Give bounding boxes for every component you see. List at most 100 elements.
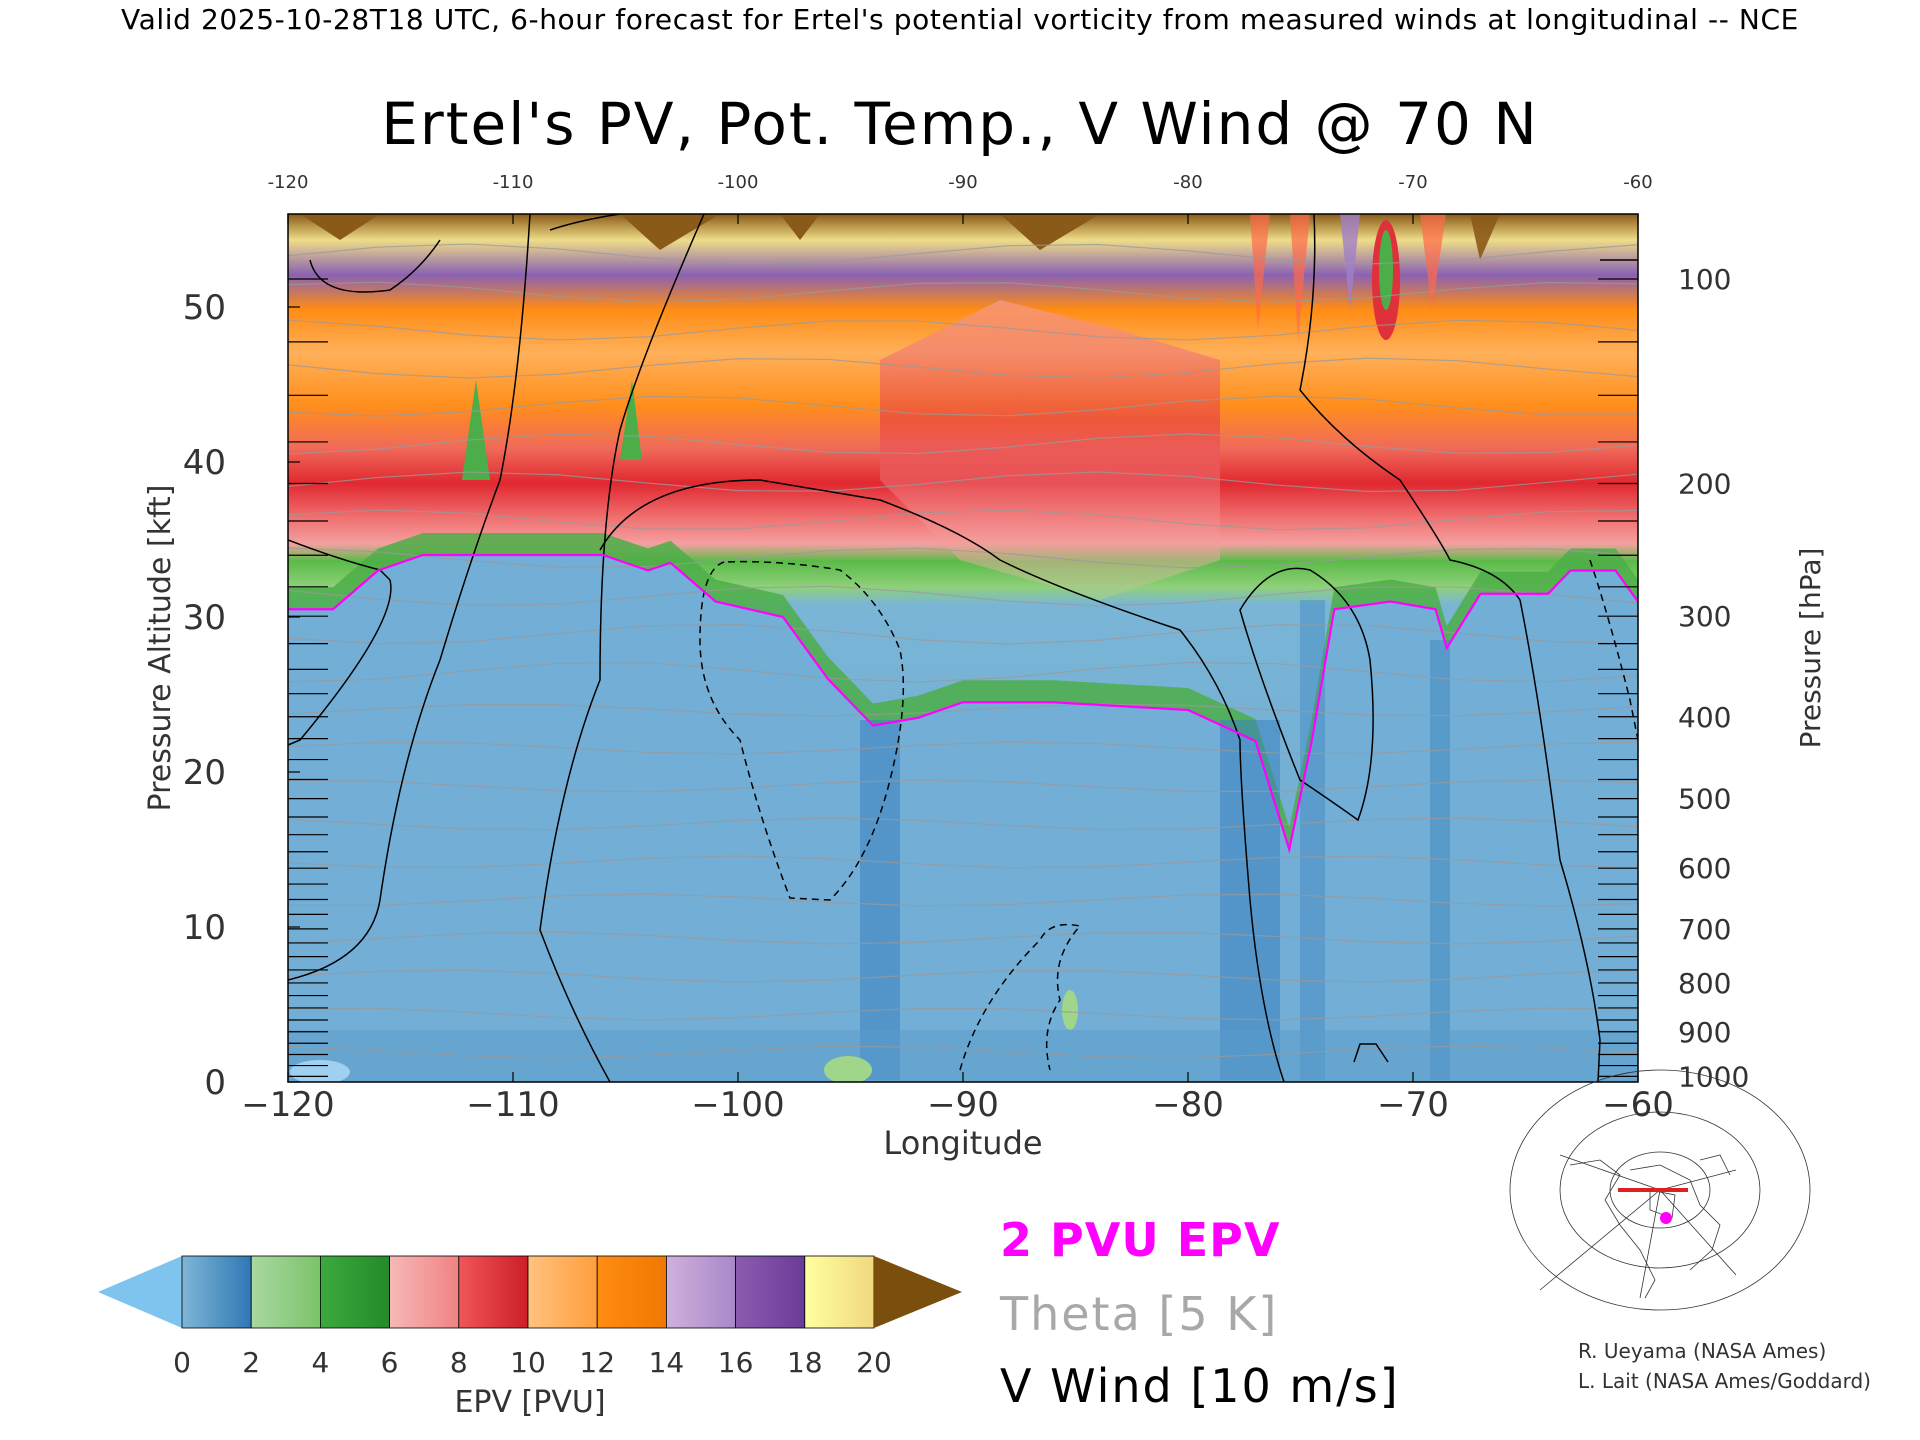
y-tick-label: 0 xyxy=(204,1063,226,1103)
colorbar-segment xyxy=(735,1255,806,1329)
colorbar-tick-label: 0 xyxy=(173,1346,191,1379)
pressure-axis: 100 200 300 400 500 600 700 800 900 1000 xyxy=(1678,263,1749,1093)
colorbar-segment xyxy=(250,1255,321,1329)
theta-contour xyxy=(288,585,1638,607)
y-axis: 0 10 20 30 40 50 xyxy=(183,288,300,1103)
colorbar-segment xyxy=(527,1255,598,1329)
troposphere-fill xyxy=(288,555,1638,1082)
x-top-tick-label: -90 xyxy=(948,172,977,193)
colorbar-tick-label: 16 xyxy=(718,1346,754,1379)
theta-contour xyxy=(288,395,1638,417)
y2-axis-label: Pressure [hPa] xyxy=(1794,548,1827,749)
colorbar: 0 2 4 6 8 10 12 14 16 18 20 EPV [PVU] xyxy=(98,1255,962,1420)
theta-contour xyxy=(288,969,1638,983)
x-top-tick-label: -110 xyxy=(493,172,534,193)
colorbar-tick-label: 2 xyxy=(242,1346,260,1379)
x-axis: −120 −110 −100 −90 −80 −70 −60 xyxy=(241,1072,1674,1125)
theta-contour xyxy=(288,1007,1638,1021)
x-tick-label: −120 xyxy=(241,1085,334,1125)
colorbar-over-arrow xyxy=(874,1256,962,1328)
x-top-tick-label: -60 xyxy=(1623,172,1652,193)
y-tick-label: 10 xyxy=(183,908,226,948)
pressure-tick-label: 300 xyxy=(1678,600,1731,633)
colorbar-tick-label: 20 xyxy=(856,1346,892,1379)
credit-line-2: L. Lait (NASA Ames/Goddard) xyxy=(1578,1369,1871,1393)
colorbar-under-arrow xyxy=(98,1256,182,1328)
colorbar-segment xyxy=(389,1255,460,1329)
theta-contour xyxy=(288,1045,1638,1059)
theta-contour xyxy=(288,817,1638,831)
x-axis-label: Longitude xyxy=(883,1124,1042,1162)
theta-contour xyxy=(288,243,1638,265)
pressure-tick-label: 100 xyxy=(1678,263,1731,296)
header-text: Valid 2025-10-28T18 UTC, 6-hour forecast… xyxy=(121,3,1799,36)
credit-line-1: R. Ueyama (NASA Ames) xyxy=(1578,1339,1826,1363)
pressure-tick-label: 500 xyxy=(1678,783,1731,816)
theta-contour xyxy=(288,433,1638,455)
pressure-tick-label: 1000 xyxy=(1678,1060,1749,1093)
theta-contour xyxy=(288,931,1638,945)
colorbar-label: EPV [PVU] xyxy=(454,1385,605,1420)
colorbar-segment xyxy=(181,1255,252,1329)
tropopause-band xyxy=(288,533,1638,850)
x-top-tick-label: -120 xyxy=(268,172,309,193)
theta-contour xyxy=(288,1198,1638,1210)
x-tick-label: −110 xyxy=(466,1085,559,1125)
pressure-tick-label: 900 xyxy=(1678,1016,1731,1049)
x-tick-label: −90 xyxy=(927,1085,999,1125)
x-tick-label: −80 xyxy=(1152,1085,1224,1125)
legend-theta: Theta [5 K] xyxy=(999,1287,1278,1341)
theta-contours xyxy=(288,243,1638,1210)
chart-title: Ertel's PV, Pot. Temp., V Wind @ 70 N xyxy=(381,90,1538,158)
colorbar-segment xyxy=(596,1255,667,1329)
y-tick-label: 40 xyxy=(183,443,226,483)
x-top-tick-label: -100 xyxy=(718,172,759,193)
colorbar-tick-label: 6 xyxy=(381,1346,399,1379)
colorbar-tick-label: 14 xyxy=(649,1346,685,1379)
theta-contour xyxy=(288,741,1638,755)
y-tick-label: 30 xyxy=(183,598,226,638)
pressure-tick-label: 600 xyxy=(1678,852,1731,885)
x-tick-label: −60 xyxy=(1602,1085,1674,1125)
theta-contour xyxy=(288,703,1638,717)
colorbar-tick-label: 12 xyxy=(579,1346,615,1379)
theta-contour xyxy=(288,281,1638,303)
wind-contours xyxy=(288,214,1638,1082)
y-tick-label: 20 xyxy=(183,753,226,793)
pressure-tick-label: 800 xyxy=(1678,967,1731,1000)
colorbar-segment xyxy=(319,1255,390,1329)
tropopause-2pvu-line xyxy=(288,553,1638,854)
colorbar-tick-label: 8 xyxy=(450,1346,468,1379)
pressure-tick-label: 200 xyxy=(1678,467,1731,500)
colorbar-tick-label: 18 xyxy=(787,1346,823,1379)
legend-vwind: V Wind [10 m/s] xyxy=(1000,1359,1400,1413)
theta-contour xyxy=(288,661,1638,683)
wind-contours-negative xyxy=(699,559,1638,1071)
theta-contour xyxy=(288,893,1638,907)
pv-field xyxy=(288,214,1638,1082)
theta-contour xyxy=(288,357,1638,379)
colorbar-tick-label: 10 xyxy=(510,1346,546,1379)
pressure-tick-marks xyxy=(288,278,1638,1077)
x-top-axis: -120 -110 -100 -90 -80 -70 -60 xyxy=(268,172,1653,224)
theta-contour xyxy=(288,623,1638,645)
pressure-tick-label: 700 xyxy=(1678,913,1731,946)
colorbar-tick-label: 4 xyxy=(311,1346,329,1379)
theta-contour xyxy=(288,319,1638,341)
x-tick-label: −100 xyxy=(691,1085,784,1125)
legend-2pvu: 2 PVU EPV xyxy=(1000,1213,1280,1267)
locator-map xyxy=(1509,1069,1811,1311)
colorbar-segment xyxy=(804,1255,875,1329)
theta-contour xyxy=(288,547,1638,569)
theta-contour xyxy=(288,855,1638,869)
colorbar-segment xyxy=(666,1255,737,1329)
x-tick-label: −70 xyxy=(1377,1085,1449,1125)
y-axis-label: Pressure Altitude [kft] xyxy=(143,485,178,812)
y-tick-label: 50 xyxy=(183,288,226,328)
legend: 2 PVU EPV Theta [5 K] V Wind [10 m/s] xyxy=(999,1213,1400,1413)
theta-contour xyxy=(288,509,1638,531)
x-top-tick-label: -70 xyxy=(1398,172,1427,193)
theta-contour xyxy=(288,779,1638,793)
pressure-tick-label: 400 xyxy=(1678,701,1731,734)
